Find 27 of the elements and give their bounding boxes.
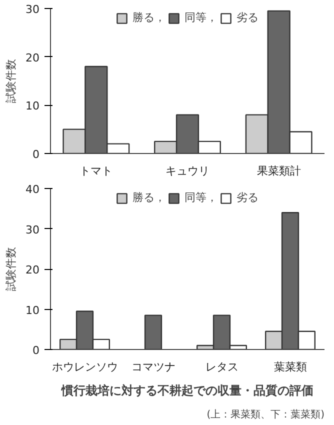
x-tick-label: ホウレンソウ (52, 360, 118, 374)
y-tick-label: 40 (26, 183, 40, 196)
legend-label: 同等， (184, 190, 218, 205)
legend-label: 勝る， (132, 10, 166, 25)
x-tick-label: キュウリ (166, 164, 210, 178)
y-tick-label: 10 (26, 304, 40, 317)
legend-label: 勝る， (132, 190, 166, 205)
y-axis-title: 試験件数 (4, 59, 18, 103)
legend-label: 劣る (236, 190, 258, 205)
y-tick-label: 0 (32, 344, 40, 357)
legend-label: 劣る (236, 10, 258, 25)
x-tick-label: 葉菜類 (274, 360, 307, 374)
y-axis-title: 試験件数 (4, 247, 18, 291)
text: 慣行栽培に対する不耕起での収量・品質の評価 (60, 384, 314, 398)
y-tick-label: 30 (26, 223, 40, 236)
x-tick-label: レタス (205, 360, 238, 374)
text: (上：果菜類、下：葉菜類) (206, 408, 325, 420)
legend-label: 同等， (184, 10, 218, 25)
x-tick-label: コマツナ (131, 360, 176, 374)
y-tick-label: 10 (26, 100, 40, 113)
y-tick-label: 20 (26, 264, 40, 276)
x-tick-label: 果菜類計 (256, 164, 301, 178)
y-tick-label: 20 (26, 51, 40, 64)
y-tick-label: 30 (26, 3, 40, 16)
y-tick-label: 0 (32, 148, 40, 161)
x-tick-label: トマト (80, 164, 113, 178)
bar (144, 314, 162, 350)
